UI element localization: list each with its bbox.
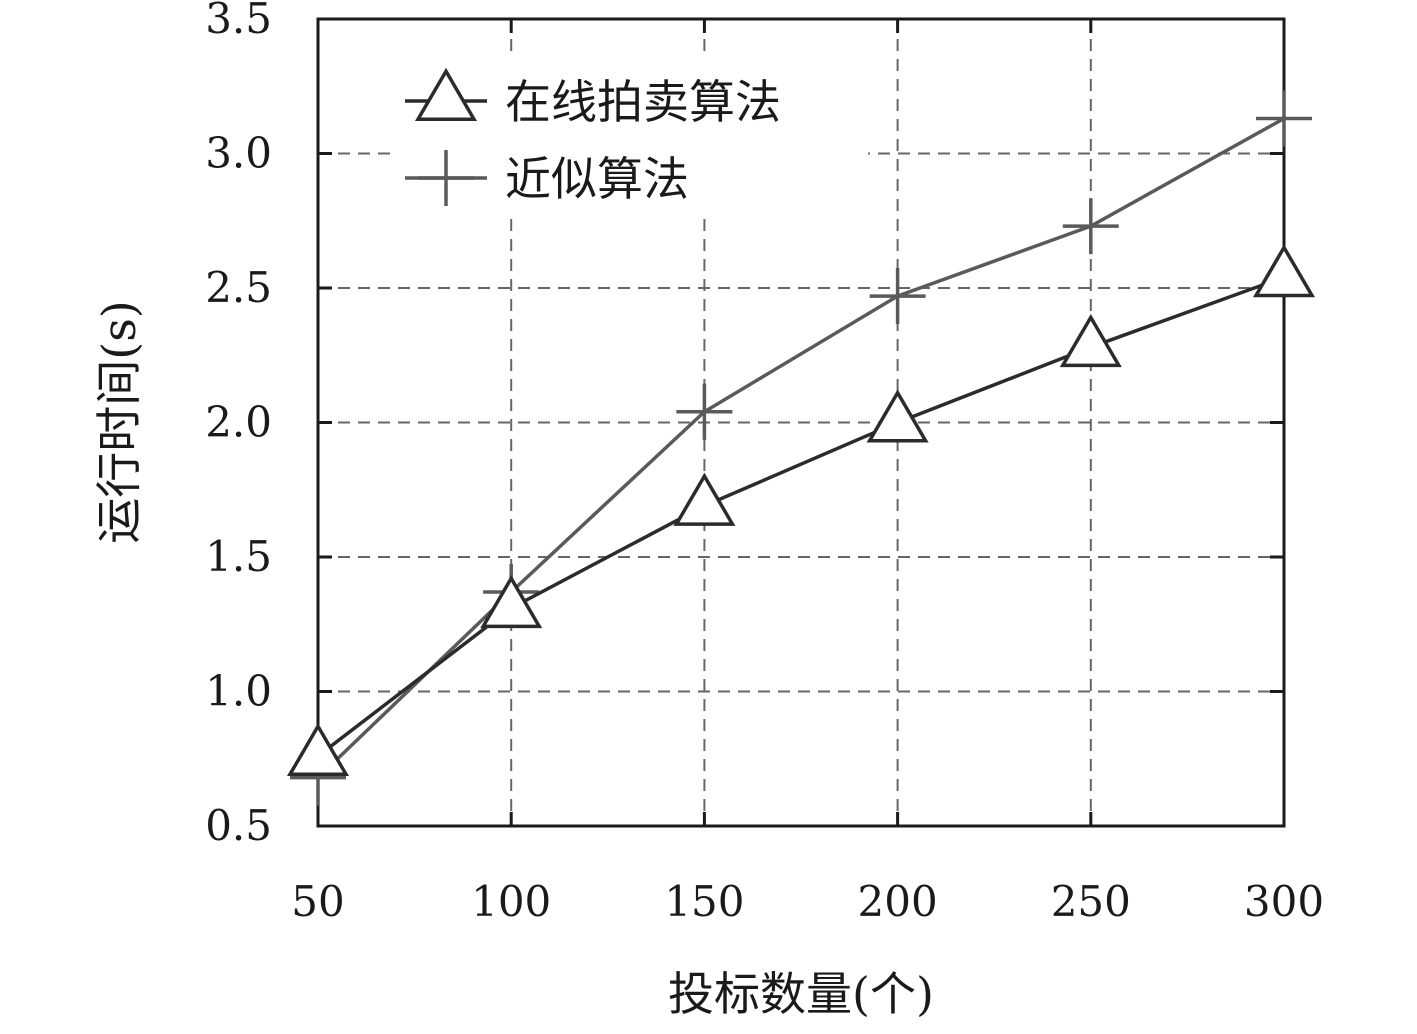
y-tick-label: 2.5 bbox=[205, 263, 272, 312]
y-tick-label: 1.5 bbox=[205, 532, 272, 581]
legend-label: 在线拍卖算法 bbox=[505, 75, 781, 129]
y-tick-label: 0.5 bbox=[205, 801, 272, 850]
legend-plus-icon bbox=[418, 150, 474, 206]
x-tick-label: 200 bbox=[858, 877, 938, 926]
series-1 bbox=[286, 244, 1316, 777]
triangle-marker bbox=[1252, 244, 1316, 298]
x-axis-title: 投标数量(个) bbox=[668, 967, 934, 1021]
triangle-marker bbox=[480, 574, 543, 629]
legend-background bbox=[398, 58, 868, 218]
x-tick-label: 150 bbox=[664, 877, 744, 926]
legend-triangle-icon bbox=[414, 67, 478, 121]
series-line bbox=[316, 117, 1285, 779]
legend-label: 近似算法 bbox=[505, 152, 689, 206]
y-tick-label: 3.5 bbox=[205, 0, 272, 43]
triangle-marker bbox=[673, 472, 736, 526]
plus-marker bbox=[676, 383, 733, 440]
x-tick-label: 100 bbox=[471, 877, 551, 926]
triangle-marker bbox=[866, 389, 929, 443]
plus-marker bbox=[1062, 198, 1119, 255]
series-layer bbox=[286, 90, 1316, 806]
y-tick-label: 1.0 bbox=[205, 667, 272, 716]
x-tick-label: 250 bbox=[1051, 877, 1131, 926]
series-line bbox=[316, 275, 1285, 758]
plus-marker bbox=[1256, 90, 1312, 147]
x-tick-label: 50 bbox=[291, 877, 344, 926]
legend-item-1: 在线拍卖算法 bbox=[405, 67, 781, 129]
triangle-marker bbox=[286, 722, 350, 777]
x-tick-label: 300 bbox=[1244, 877, 1324, 926]
plus-marker bbox=[869, 268, 926, 325]
y-tick-label: 3.0 bbox=[205, 129, 272, 178]
triangle-marker bbox=[1059, 313, 1122, 368]
y-axis-title: 运行时间(s) bbox=[92, 300, 146, 544]
y-tick-label: 2.0 bbox=[205, 398, 272, 447]
legend-item-2: 近似算法 bbox=[405, 150, 689, 206]
axis-ticks: 50 100 150 200 250 300 0.5 1.0 1.5 2.0 2.5 3.0 3.5 bbox=[205, 0, 1324, 926]
series-2 bbox=[290, 90, 1312, 806]
